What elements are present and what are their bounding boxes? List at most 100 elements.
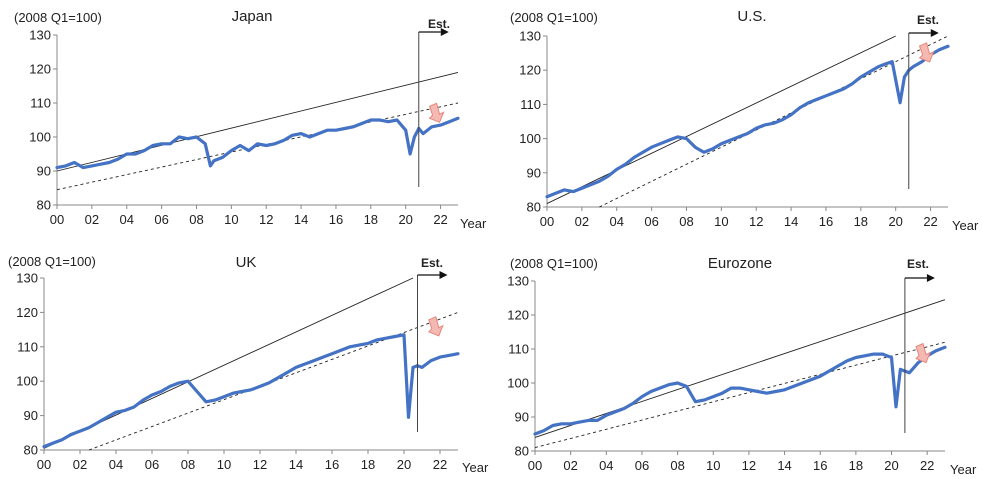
x-tick-label: 20: [397, 457, 411, 472]
x-tick-label: 18: [849, 458, 863, 473]
x-tick-label: 00: [50, 212, 64, 227]
gap-arrow-icon: [428, 102, 445, 123]
panel-subtitle: (2008 Q1=100): [510, 10, 598, 25]
plot-area: 80 90 100 110 120 130 00 02 04 06 08 10 12 14 16 18 20 22: [29, 28, 460, 227]
est-arrow-head: [926, 274, 935, 282]
gap-arrow-shape: [428, 102, 445, 123]
y-tick-label: 130: [29, 28, 51, 43]
y-tick-label: 130: [507, 274, 529, 289]
est-label: Est.: [917, 13, 939, 27]
y-tick-label: 110: [520, 97, 541, 112]
x-tick-label: 22: [433, 212, 447, 227]
gap-arrow-icon: [918, 42, 935, 63]
x-tick-label: 02: [73, 457, 87, 472]
x-tick-label: 12: [749, 214, 763, 229]
panel-subtitle: (2008 Q1=100): [510, 256, 598, 271]
x-tick-label: 22: [433, 457, 447, 472]
x-tick-label: 12: [253, 457, 267, 472]
y-tick-label: 80: [515, 444, 529, 459]
y-tick-label: 100: [507, 376, 529, 391]
trend-line-pre2008: [546, 35, 896, 204]
y-tick-label: 110: [30, 96, 51, 111]
x-tick-label: 14: [289, 457, 303, 472]
panel-us: (2008 Q1=100) U.S. Year Est. 80 90 100 110 1…: [510, 8, 979, 233]
panel-title: U.S.: [737, 8, 766, 25]
x-tick-label: 14: [294, 212, 308, 227]
x-tick-label: 14: [777, 458, 791, 473]
est-label: Est.: [421, 256, 443, 270]
x-tick-label: 22: [923, 214, 937, 229]
y-tick-label: 120: [507, 308, 529, 323]
gap-arrow-icon: [427, 316, 444, 337]
trend-line-pre2008: [534, 299, 946, 438]
y-tick-label: 130: [16, 271, 38, 286]
y-tick-label: 90: [527, 165, 541, 180]
x-tick-label: 06: [154, 212, 168, 227]
gap-arrow-icon: [915, 342, 931, 364]
x-tick-label: 20: [888, 214, 902, 229]
series-line-actual: [42, 333, 420, 449]
x-tick-label: 00: [37, 457, 51, 472]
x-tick-label: 16: [819, 214, 833, 229]
x-axis-label: Year: [460, 216, 487, 231]
y-tick-label: 80: [24, 443, 38, 458]
plot-area: 80 90 100 110 120 130 00 02 04 06 08 10 12 14 16 18 20 22: [507, 274, 947, 473]
x-tick-label: 00: [528, 458, 542, 473]
panel-eurozone: (2008 Q1=100) Eurozone Year Est. 8090100…: [507, 255, 977, 477]
y-tick-label: 120: [29, 62, 51, 77]
x-tick-label: 12: [742, 458, 756, 473]
y-tick-label: 80: [37, 198, 51, 213]
x-tick-label: 10: [714, 214, 728, 229]
series-line-estimate: [417, 116, 460, 136]
x-tick-label: 16: [329, 212, 343, 227]
x-tick-label: 04: [610, 214, 624, 229]
series-line-actual: [533, 352, 907, 436]
panel-subtitle: (2008 Q1=100): [8, 254, 96, 269]
x-tick-label: 18: [361, 457, 375, 472]
x-tick-label: 06: [635, 458, 649, 473]
series-line-estimate: [415, 352, 460, 369]
x-axis-label: Year: [950, 462, 977, 477]
x-tick-label: 08: [670, 458, 684, 473]
x-tick-label: 18: [364, 212, 378, 227]
x-tick-label: 20: [884, 458, 898, 473]
y-tick-label: 90: [515, 410, 529, 425]
trend-line-post2008: [56, 102, 459, 191]
y-tick-label: 90: [37, 164, 51, 179]
gap-arrow-shape: [918, 42, 935, 63]
panel-subtitle: (2008 Q1=100): [14, 10, 102, 25]
panel-uk: (2008 Q1=100) UK Year Est. 8090100110120…: [8, 254, 489, 475]
x-tick-label: 04: [599, 458, 613, 473]
plot-area: 80 90 100 110 120 130 00 02 04 06 08 10 12 14 16 18 20 22: [519, 29, 950, 229]
y-tick-label: 120: [519, 63, 541, 78]
y-tick-label: 110: [508, 342, 529, 357]
x-tick-label: 16: [813, 458, 827, 473]
x-tick-label: 02: [563, 458, 577, 473]
x-tick-label: 16: [325, 457, 339, 472]
panel-title: Eurozone: [708, 255, 772, 272]
x-tick-label: 10: [217, 457, 231, 472]
est-arrow-head: [440, 28, 449, 36]
gap-arrow-shape: [427, 316, 444, 337]
panel-title: UK: [236, 254, 257, 271]
gap-arrow-shape: [915, 342, 931, 364]
panel-japan: (2008 Q1=100) Japan Year Est. 80 90 100 110…: [14, 8, 487, 231]
y-tick-label: 120: [16, 305, 38, 320]
x-tick-label: 02: [575, 214, 589, 229]
x-tick-label: 02: [85, 212, 99, 227]
y-tick-label: 90: [24, 408, 38, 423]
x-tick-label: 04: [120, 212, 134, 227]
y-tick-label: 110: [17, 339, 38, 354]
x-tick-label: 08: [679, 214, 693, 229]
x-axis-label: Year: [952, 218, 979, 233]
x-tick-label: 08: [189, 212, 203, 227]
est-label: Est.: [428, 17, 450, 31]
x-tick-label: 06: [145, 457, 159, 472]
panel-title: Japan: [232, 8, 273, 25]
x-tick-label: 10: [706, 458, 720, 473]
plot-area: 80 90 100 110 120 130 00 02 04 06 08 10 12 14 16 18 20 22: [16, 271, 460, 472]
x-tick-label: 12: [259, 212, 273, 227]
x-tick-label: 20: [398, 212, 412, 227]
est-arrow-head: [930, 29, 939, 37]
y-tick-label: 100: [519, 131, 541, 146]
